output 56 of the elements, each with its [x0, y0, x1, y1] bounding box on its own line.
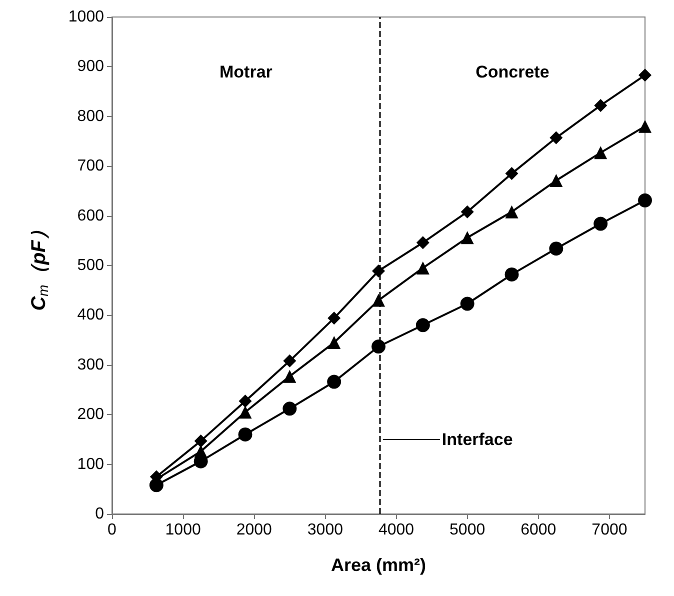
- y-tick-label: 700: [77, 158, 104, 175]
- x-tick-label: 4000: [378, 522, 414, 538]
- annotation: Motrar: [220, 62, 273, 82]
- point: [550, 131, 563, 144]
- ref-line-label: Interface: [442, 430, 513, 449]
- x-tick-label: 7000: [592, 522, 628, 538]
- point: [416, 261, 430, 274]
- y-axis-title: Cm（pF）: [28, 220, 51, 311]
- point: [549, 242, 564, 256]
- point: [504, 267, 519, 282]
- point: [638, 120, 652, 133]
- point: [505, 205, 518, 218]
- point: [460, 205, 474, 218]
- point: [594, 216, 608, 231]
- point: [416, 318, 430, 332]
- y-tick-label: 500: [77, 257, 104, 274]
- point: [238, 427, 252, 442]
- point: [416, 236, 430, 250]
- point: [328, 312, 341, 325]
- y-tick-label: 0: [95, 506, 104, 522]
- annotation: Concrete: [476, 62, 550, 82]
- point: [594, 146, 608, 160]
- point: [460, 296, 474, 311]
- y-tick-label: 600: [77, 207, 104, 224]
- y-tick-label: 100: [77, 456, 104, 473]
- y-tick-label: 1000: [68, 8, 104, 26]
- point: [372, 294, 385, 307]
- point: [194, 434, 208, 448]
- point: [194, 444, 208, 458]
- y-tick-label: 200: [77, 406, 104, 424]
- y-tick-label: 400: [77, 306, 104, 324]
- point: [638, 68, 652, 82]
- x-tick-label: 3000: [307, 522, 344, 538]
- point: [283, 370, 296, 383]
- point: [505, 167, 518, 180]
- point: [238, 394, 252, 408]
- y-tick-label: 300: [77, 356, 104, 374]
- point: [328, 336, 341, 350]
- point: [327, 374, 342, 389]
- y-tick-label: 900: [77, 58, 104, 76]
- x-tick-label: 6000: [520, 522, 556, 538]
- point: [238, 406, 252, 419]
- point: [460, 231, 474, 244]
- point: [594, 98, 608, 112]
- point: [550, 174, 563, 188]
- point: [282, 402, 297, 416]
- x-tick-label: 2000: [236, 522, 272, 538]
- point: [372, 264, 385, 278]
- x-tick-label: 5000: [450, 522, 486, 538]
- x-tick-label: 0: [108, 522, 117, 538]
- x-axis-title: Area (mm²): [330, 555, 426, 575]
- point: [638, 193, 652, 208]
- y-tick-label: 800: [77, 108, 104, 125]
- x-tick-label: 1000: [165, 522, 201, 538]
- point: [372, 340, 386, 354]
- point: [283, 354, 296, 368]
